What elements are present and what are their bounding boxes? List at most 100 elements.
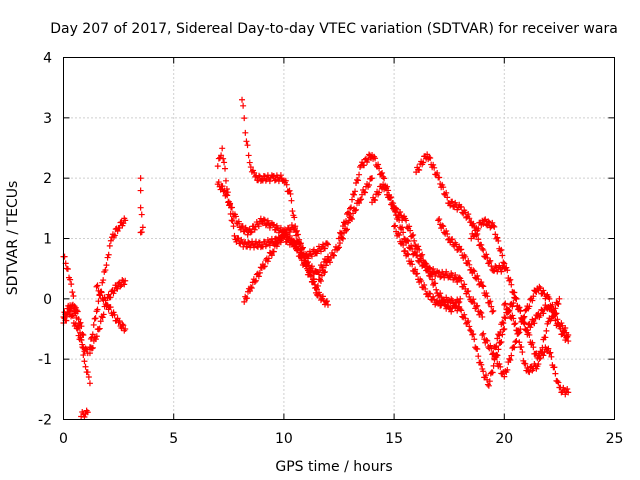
- data-point: [220, 188, 227, 195]
- data-point: [375, 161, 382, 168]
- data-point: [255, 273, 262, 280]
- data-point: [223, 191, 230, 198]
- data-point: [444, 194, 451, 201]
- data-point: [494, 234, 501, 241]
- data-point: [100, 277, 107, 284]
- data-point: [99, 314, 106, 321]
- data-point: [342, 221, 349, 228]
- data-point: [506, 277, 513, 284]
- data-point: [475, 353, 482, 360]
- data-point: [399, 224, 406, 231]
- data-point: [266, 178, 273, 185]
- data-point: [513, 295, 520, 302]
- data-point: [93, 333, 100, 340]
- data-point: [542, 302, 549, 309]
- data-point: [119, 277, 126, 284]
- data-point: [498, 268, 505, 275]
- series-s8: [137, 175, 146, 236]
- series-s10: [214, 179, 331, 278]
- data-point: [255, 223, 262, 230]
- data-point: [510, 300, 517, 307]
- data-point: [454, 279, 461, 286]
- data-point: [270, 248, 277, 255]
- y-tick-label: -2: [38, 413, 52, 429]
- data-point: [487, 298, 494, 305]
- data-point: [535, 361, 542, 368]
- data-point: [436, 174, 443, 181]
- data-point: [449, 236, 456, 243]
- data-point: [323, 240, 330, 247]
- data-point: [316, 267, 323, 274]
- data-point: [526, 369, 533, 376]
- data-point: [329, 251, 336, 258]
- x-tick-label: 0: [59, 431, 68, 447]
- data-point: [474, 302, 481, 309]
- data-point: [529, 339, 536, 346]
- data-point: [431, 296, 438, 303]
- data-point: [79, 344, 86, 351]
- data-point: [68, 281, 75, 288]
- data-point: [436, 216, 443, 223]
- data-point: [516, 304, 523, 311]
- data-point: [532, 315, 539, 322]
- data-point: [324, 253, 331, 260]
- data-point: [251, 278, 258, 285]
- data-point: [489, 351, 496, 358]
- data-point: [397, 208, 404, 215]
- data-point: [214, 163, 221, 170]
- data-point: [307, 272, 314, 279]
- data-point: [498, 338, 505, 345]
- data-point: [488, 303, 495, 310]
- data-point: [438, 294, 445, 301]
- data-point: [232, 213, 239, 220]
- data-point: [427, 290, 434, 297]
- data-point: [313, 250, 320, 257]
- data-point: [404, 237, 411, 244]
- data-point: [83, 346, 90, 353]
- x-tick-label: 25: [606, 431, 624, 447]
- data-point: [466, 215, 473, 222]
- data-point: [387, 194, 394, 201]
- data-point: [395, 214, 402, 221]
- data-point: [252, 277, 259, 284]
- data-point: [90, 321, 97, 328]
- data-point: [543, 327, 550, 334]
- series-s12: [241, 222, 331, 308]
- y-tick-label: 4: [43, 51, 52, 67]
- data-point: [439, 222, 446, 229]
- data-point: [121, 281, 128, 288]
- data-point: [240, 102, 247, 109]
- series-s11: [239, 96, 331, 262]
- data-point: [296, 241, 303, 248]
- data-point: [522, 326, 529, 333]
- data-point: [405, 238, 412, 245]
- data-point: [89, 344, 96, 351]
- data-point: [245, 152, 252, 159]
- data-point: [487, 257, 494, 264]
- data-point: [317, 297, 324, 304]
- data-point: [519, 317, 526, 324]
- data-point: [501, 326, 508, 332]
- data-point: [315, 271, 322, 278]
- data-point: [270, 221, 277, 228]
- data-point: [412, 248, 419, 255]
- data-point: [244, 295, 251, 302]
- data-point: [434, 169, 441, 176]
- data-point: [418, 257, 425, 264]
- data-point: [96, 325, 103, 332]
- data-point: [85, 373, 92, 380]
- data-point: [103, 303, 110, 310]
- x-axis-label: GPS time / hours: [275, 459, 392, 475]
- data-point: [483, 372, 490, 379]
- data-point: [244, 142, 251, 149]
- data-point: [547, 349, 554, 356]
- data-point: [554, 378, 561, 385]
- data-point: [554, 300, 561, 307]
- data-point: [436, 269, 443, 276]
- data-point: [321, 245, 328, 252]
- data-point: [549, 301, 556, 308]
- data-point: [139, 224, 146, 231]
- data-point: [458, 307, 465, 314]
- data-point: [470, 296, 477, 303]
- data-point: [88, 345, 95, 352]
